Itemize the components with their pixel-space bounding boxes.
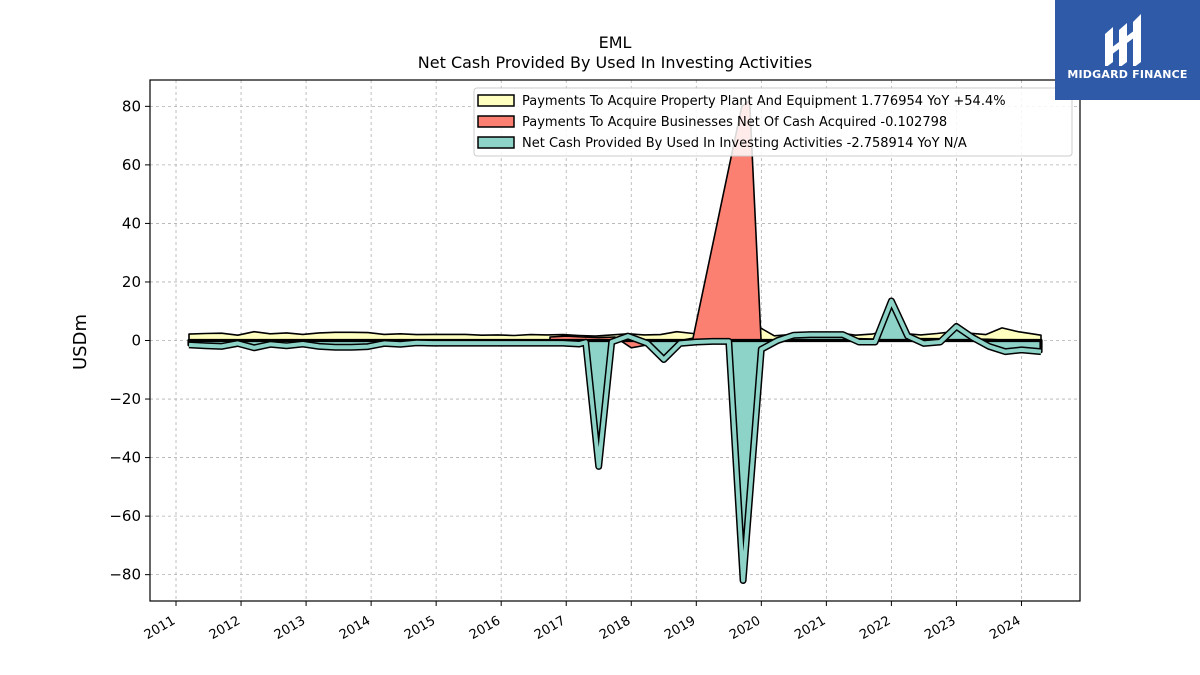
logo-mark-icon <box>1105 14 1141 66</box>
y-tick-label: 0 <box>131 332 141 350</box>
series-line-net-cash <box>188 299 1042 583</box>
chart-subtitle: Net Cash Provided By Used In Investing A… <box>418 53 812 72</box>
logo: MIDGARD FINANCE <box>1055 0 1200 100</box>
y-axis-ticks: −80 −60 −40 −20 0 20 40 60 80 <box>109 97 150 584</box>
y-tick-label: −40 <box>109 449 141 467</box>
legend-swatch-0 <box>477 94 515 107</box>
y-tick-label: 60 <box>122 156 141 174</box>
legend-label-1: Payments To Acquire Businesses Net Of Ca… <box>522 115 947 130</box>
y-tick-label: −80 <box>109 566 141 584</box>
series-areas <box>187 99 1043 584</box>
legend-label-0: Payments To Acquire Property Plant And E… <box>522 94 1006 109</box>
plot-frame <box>149 79 1081 602</box>
logo-text: MIDGARD FINANCE <box>1067 68 1188 81</box>
legend: Payments To Acquire Property Plant And E… <box>473 87 1073 157</box>
y-tick-label: −60 <box>109 507 141 525</box>
y-axis-label: USDm <box>70 314 91 370</box>
legend-swatch-1 <box>477 115 515 128</box>
chart-title: EML <box>599 33 632 52</box>
legend-swatch-2 <box>477 136 515 149</box>
legend-box <box>473 87 1073 157</box>
legend-label-2: Net Cash Provided By Used In Investing A… <box>522 136 967 151</box>
y-tick-label: 80 <box>122 97 141 115</box>
y-tick-label: 40 <box>122 214 141 232</box>
y-tick-label: −20 <box>109 390 141 408</box>
y-tick-label: 20 <box>122 273 141 291</box>
